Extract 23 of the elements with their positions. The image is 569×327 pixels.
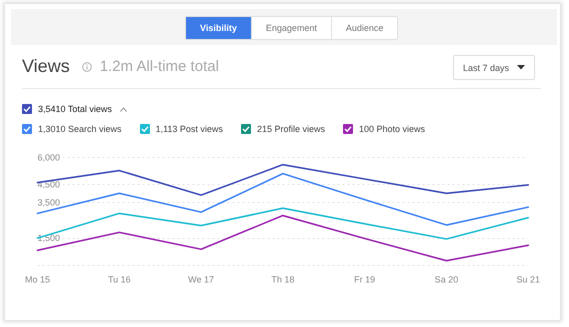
y-tick-label: 6,000 — [38, 152, 60, 162]
x-tick-label: Mo 15 — [25, 274, 50, 284]
text: Audience — [330, 17, 398, 39]
x-tick-label: Tu 16 — [108, 274, 131, 284]
legend-label: 1,113 Post views — [156, 124, 223, 134]
legend-label: 215 Profile views — [256, 124, 325, 134]
x-tick-label: Sa 20 — [434, 274, 458, 284]
line-series — [36, 214, 530, 262]
text: Last 7 days — [462, 62, 510, 72]
legend-label: 1,3010 Search views — [38, 124, 122, 134]
legend-label: 3,5410 Total views — [38, 104, 112, 114]
y-tick-label: 3,500 — [38, 197, 60, 208]
text: Engagement — [250, 17, 331, 39]
x-tick-label: Fr 19 — [354, 274, 376, 284]
x-tick-label: Th 18 — [271, 274, 294, 284]
line-series — [36, 164, 530, 196]
chart-title: Views — [22, 56, 70, 77]
line-series — [36, 172, 530, 226]
legend-label: 100 Photo views — [358, 124, 426, 134]
text: Visibility — [186, 17, 251, 39]
chart-subtitle: 1.2m All-time total — [100, 58, 219, 75]
x-tick-label: We 17 — [188, 274, 214, 284]
x-tick-label: Su 21 — [516, 274, 540, 284]
